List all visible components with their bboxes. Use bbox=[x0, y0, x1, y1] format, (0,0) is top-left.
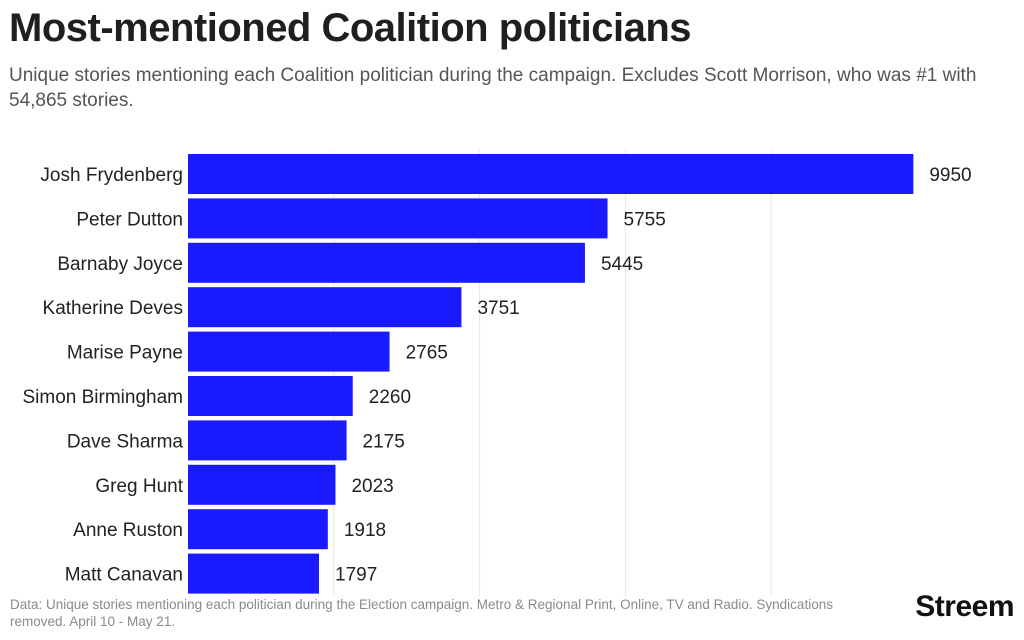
bar bbox=[188, 464, 336, 505]
data-source-note: Data: Unique stories mentioning each pol… bbox=[10, 597, 833, 629]
value-labels: 9950 5755 5445 3751 2765 2260 2175 2023 1918 1797 bbox=[335, 165, 972, 586]
bar bbox=[188, 242, 585, 283]
value-label: 1918 bbox=[344, 520, 386, 541]
category-label: Simon Birmingham bbox=[23, 387, 184, 408]
category-label: Anne Ruston bbox=[73, 520, 183, 541]
value-label: 1797 bbox=[335, 565, 377, 586]
category-label: Matt Canavan bbox=[65, 565, 183, 586]
bar bbox=[188, 376, 353, 416]
category-label: Dave Sharma bbox=[67, 431, 184, 452]
bars bbox=[188, 154, 914, 594]
value-label: 2260 bbox=[369, 387, 411, 408]
value-label: 2175 bbox=[363, 431, 405, 452]
value-label: 9950 bbox=[929, 165, 971, 186]
chart-subtitle: Unique stories mentioning each Coalition… bbox=[9, 65, 977, 111]
value-label: 3751 bbox=[477, 298, 519, 319]
bar bbox=[188, 154, 914, 194]
category-label: Marise Payne bbox=[67, 343, 183, 364]
category-labels: Josh Frydenberg Peter Dutton Barnaby Joyce… bbox=[23, 165, 184, 586]
category-label: Greg Hunt bbox=[95, 476, 183, 497]
bar bbox=[188, 509, 328, 550]
chart-title: Most-mentioned Coalition politicians bbox=[9, 6, 692, 50]
value-label: 2765 bbox=[406, 343, 448, 364]
bar bbox=[188, 287, 462, 328]
value-label: 5755 bbox=[624, 209, 666, 230]
value-label: 2023 bbox=[351, 476, 393, 497]
bar bbox=[188, 420, 347, 461]
category-label: Peter Dutton bbox=[76, 209, 183, 230]
category-label: Barnaby Joyce bbox=[57, 254, 183, 275]
value-label: 5445 bbox=[601, 254, 643, 275]
bar bbox=[188, 331, 390, 372]
category-label: Katherine Deves bbox=[43, 298, 183, 319]
streem-logo: Streem bbox=[915, 590, 1014, 623]
bar bbox=[188, 198, 608, 239]
category-label: Josh Frydenberg bbox=[40, 165, 183, 186]
bar bbox=[188, 553, 320, 594]
